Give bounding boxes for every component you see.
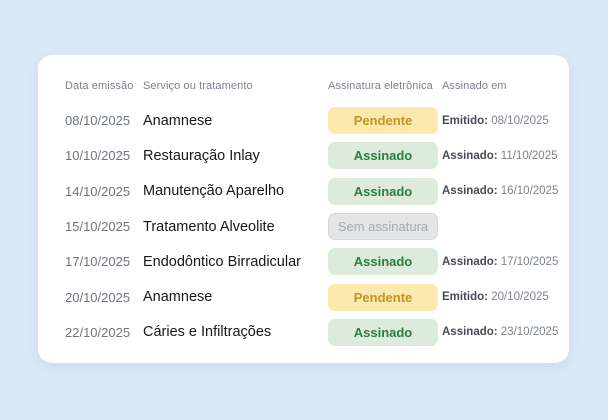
signed-info: Assinado: 23/10/2025 <box>442 326 558 338</box>
service-name: Restauração Inlay <box>143 147 260 164</box>
table-row[interactable]: 14/10/2025 Manutenção Aparelho Assinado … <box>65 174 558 209</box>
column-header-signed-at: Assinado em <box>442 80 507 92</box>
table-body: 08/10/2025 Anamnese Pendente Emitido: 08… <box>65 103 558 350</box>
issue-date: 15/10/2025 <box>65 219 131 235</box>
signed-info-label: Assinado: <box>442 149 498 162</box>
status-badge[interactable]: Pendente <box>328 283 438 311</box>
table-row[interactable]: 20/10/2025 Anamnese Pendente Emitido: 20… <box>65 279 557 314</box>
column-header-signature: Assinatura eletrônica <box>328 80 433 92</box>
table-header-row: Data emissão Serviço ou tratamento Assin… <box>65 69 557 103</box>
table-row[interactable]: 15/10/2025 Tratamento Alveolite Sem assi… <box>65 209 557 244</box>
service-name: Endodôntico Birradicular <box>143 253 301 270</box>
signed-info: Assinado: 16/10/2025 <box>442 185 558 197</box>
table-row[interactable]: 08/10/2025 Anamnese Pendente Emitido: 08… <box>65 103 557 138</box>
table-row[interactable]: 22/10/2025 Cáries e Infiltrações Assinad… <box>65 315 558 350</box>
status-badge[interactable]: Sem assinatura <box>328 213 438 241</box>
issue-date: 17/10/2025 <box>65 254 131 270</box>
issue-date: 20/10/2025 <box>65 289 131 305</box>
service-name: Anamnese <box>143 112 213 129</box>
signed-info: Assinado: 11/10/2025 <box>442 150 558 162</box>
status-badge[interactable]: Assinado <box>328 142 438 170</box>
table-row[interactable]: 10/10/2025 Restauração Inlay Assinado As… <box>65 138 558 173</box>
signed-info-date: 23/10/2025 <box>497 326 559 339</box>
signed-info-label: Assinado: <box>442 255 498 268</box>
status-badge[interactable]: Assinado <box>328 177 438 205</box>
signed-info: Emitido: 08/10/2025 <box>442 115 557 127</box>
service-name: Manutenção Aparelho <box>143 183 285 200</box>
service-name: Tratamento Alveolite <box>143 218 275 235</box>
signed-info-date: 17/10/2025 <box>497 255 559 268</box>
issue-date: 10/10/2025 <box>65 148 131 164</box>
signed-info-label: Assinado: <box>442 185 498 198</box>
issue-date: 22/10/2025 <box>65 324 131 340</box>
signed-info-label: Emitido: <box>442 114 488 127</box>
signed-info-label: Emitido: <box>442 291 488 304</box>
issue-date: 14/10/2025 <box>65 183 131 199</box>
signed-info-date: 16/10/2025 <box>497 185 559 198</box>
status-badge[interactable]: Pendente <box>328 107 438 135</box>
signed-info: Emitido: 20/10/2025 <box>442 291 557 303</box>
service-name: Cáries e Infiltrações <box>143 324 272 341</box>
issue-date: 08/10/2025 <box>65 113 131 129</box>
signed-info: Assinado: 17/10/2025 <box>442 256 558 268</box>
signed-info-date: 20/10/2025 <box>488 291 549 304</box>
signed-info-label: Assinado: <box>442 326 498 339</box>
status-badge[interactable]: Assinado <box>328 248 438 276</box>
column-header-issue-date: Data emissão <box>65 80 134 92</box>
service-name: Anamnese <box>143 289 213 306</box>
status-badge[interactable]: Assinado <box>328 318 438 346</box>
column-header-service: Serviço ou tratamento <box>143 80 253 92</box>
signed-info-date: 08/10/2025 <box>488 114 549 127</box>
documents-table-card: Data emissão Serviço ou tratamento Assin… <box>38 55 569 363</box>
table-row[interactable]: 17/10/2025 Endodôntico Birradicular Assi… <box>65 244 558 279</box>
signed-info-date: 11/10/2025 <box>497 149 558 162</box>
